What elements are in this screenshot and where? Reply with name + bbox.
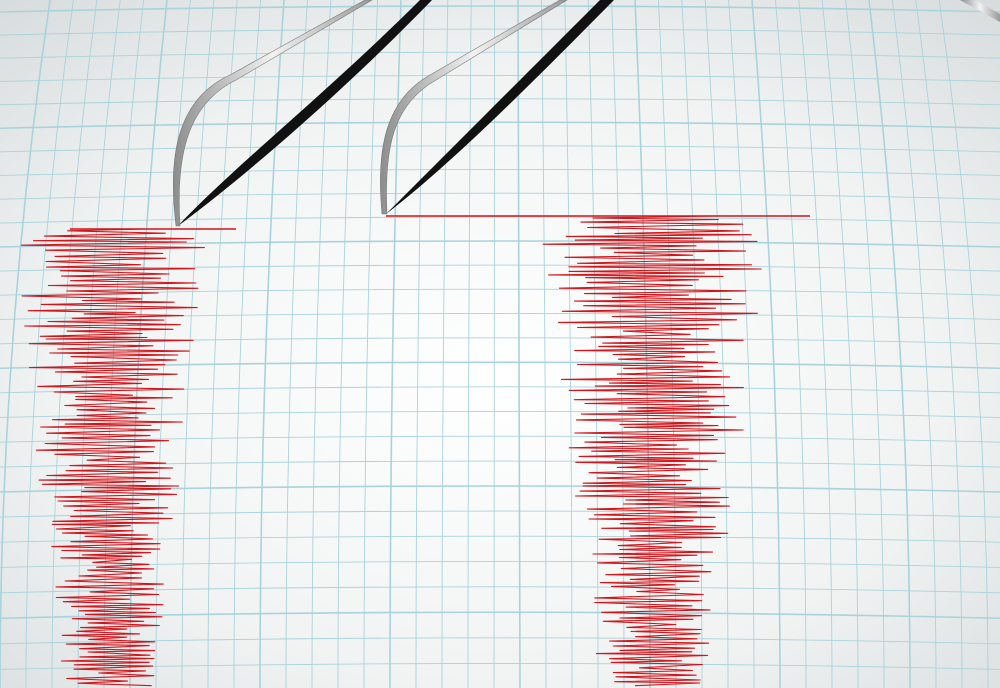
grid-vertical-line [938, 0, 989, 688]
grid-horizontal-line [0, 586, 1000, 594]
grid-horizontal-line [0, 435, 1000, 443]
grid-horizontal-line [0, 192, 1000, 200]
grid-horizontal-line [0, 145, 1000, 153]
grid-horizontal-line [0, 121, 1000, 130]
grid-vertical-line [517, 0, 521, 688]
grid-vertical-line [467, 0, 472, 688]
grid-vertical-line [493, 0, 496, 688]
grid-vertical-line [728, 0, 755, 688]
grid-horizontal-line [0, 28, 1000, 36]
grid-vertical-line [611, 0, 625, 688]
needle-right-shadow [386, 0, 614, 214]
grid-horizontal-line [0, 485, 1000, 493]
grid-vertical-line [77, 0, 121, 688]
grid-vertical-line [798, 0, 833, 688]
grid-vertical-line [363, 0, 379, 688]
grid-horizontal-line [0, 51, 1000, 59]
grid-vertical-line [389, 0, 402, 688]
grid-horizontal-line [0, 411, 1000, 418]
grid-vertical-line [704, 0, 729, 688]
grid-vertical-line [891, 0, 937, 688]
grid-vertical-line [207, 0, 238, 688]
grid-horizontal-line [0, 216, 1000, 224]
grid-horizontal-line [0, 637, 1000, 645]
grid-vertical-line [259, 0, 285, 688]
grid-vertical-line [821, 0, 859, 688]
grid-vertical-line [0, 0, 51, 688]
needle-left [172, 0, 373, 227]
grid-horizontal-line [0, 169, 1000, 176]
grid-horizontal-line [0, 611, 1000, 620]
right-trace [542, 215, 762, 687]
grid-vertical-line [233, 0, 262, 688]
grid-vertical-line [868, 0, 911, 688]
needles [172, 0, 1000, 227]
needle-left-shadow [178, 0, 432, 226]
grid-horizontal-line [0, 75, 1000, 82]
grid-vertical-line [337, 0, 355, 688]
left-trace [20, 228, 205, 687]
grid-vertical-line [915, 0, 963, 688]
grid-horizontal-line [0, 98, 1000, 106]
grid-horizontal-line [0, 5, 1000, 13]
needle-right [380, 0, 568, 215]
grid-vertical-line [415, 0, 425, 688]
grid-vertical-line [155, 0, 191, 688]
grid-vertical-line [285, 0, 308, 688]
grid-vertical-line [774, 0, 807, 688]
grid-vertical-line [441, 0, 449, 688]
seismic-traces [20, 215, 810, 687]
grid-vertical-line [751, 0, 781, 688]
grid-vertical-line [564, 0, 573, 688]
grid-horizontal-line [0, 240, 1000, 248]
grid-vertical-line [587, 0, 599, 688]
grid-vertical-line [540, 0, 547, 688]
needle-far-right [960, 0, 1000, 22]
